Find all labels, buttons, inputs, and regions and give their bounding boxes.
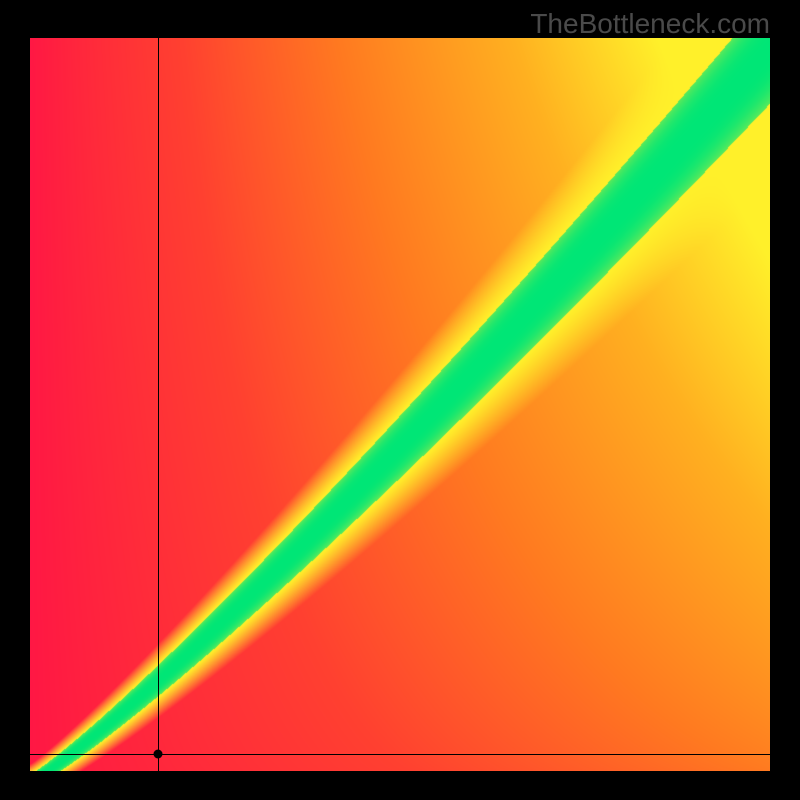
plot-area: [30, 38, 770, 771]
crosshair-dot: [154, 750, 163, 759]
heatmap-canvas: [30, 38, 770, 771]
crosshair-horizontal: [30, 754, 770, 755]
crosshair-vertical: [158, 38, 159, 771]
watermark-text: TheBottleneck.com: [530, 8, 770, 40]
